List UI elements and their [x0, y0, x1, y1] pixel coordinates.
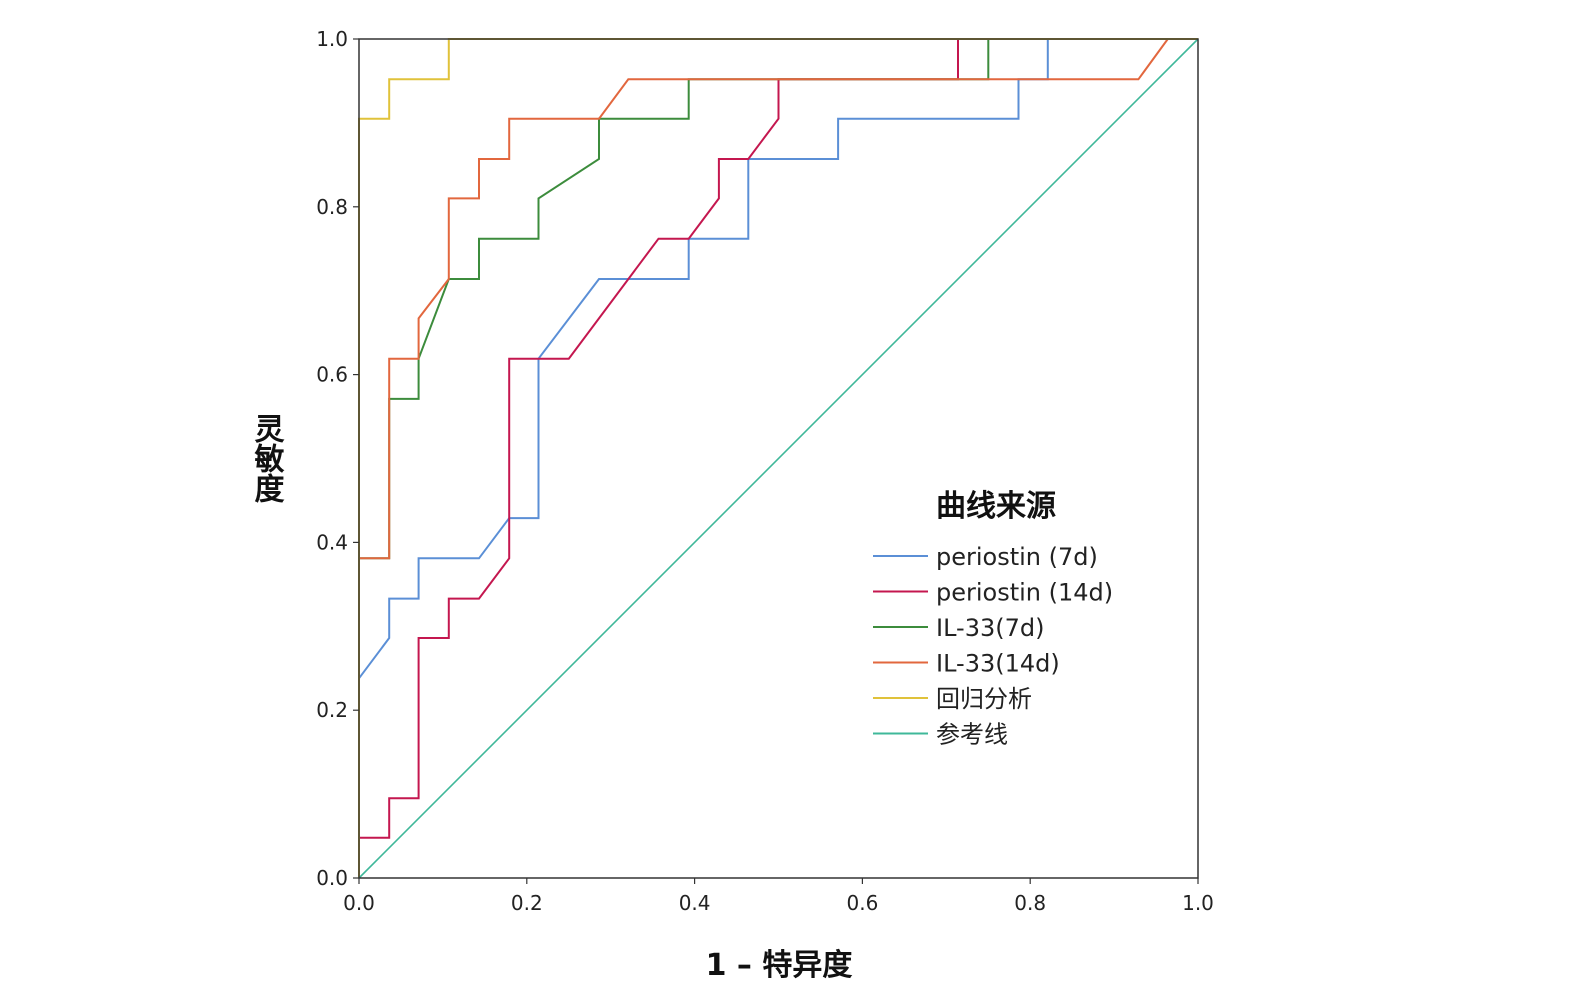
legend-label-1: periostin (7d) — [936, 543, 1098, 571]
x-tick-label: 1.0 — [1182, 891, 1214, 915]
y-tick-label: 0.0 — [316, 866, 348, 890]
series-line-6 — [358, 38, 1199, 879]
legend-label-5: 回归分析 — [936, 685, 1032, 713]
x-tick-label: 0.4 — [679, 891, 711, 915]
legend-label-4: IL-33(14d) — [936, 650, 1060, 678]
y-tick-label: 0.4 — [316, 530, 348, 554]
legend-label-2: periostin (14d) — [936, 579, 1113, 607]
y-tick-label: 1.0 — [316, 27, 348, 51]
x-tick-label: 0.6 — [846, 891, 878, 915]
series-line-1 — [358, 38, 1198, 679]
y-axis-title: 灵敏度 — [249, 413, 285, 504]
series-line-4 — [358, 38, 1198, 878]
series-layer — [358, 38, 1199, 879]
legend-label-6: 参考线 — [936, 721, 1008, 749]
legend: periostin (7d) periostin (14d) IL-33(7d) IL… — [873, 543, 1113, 749]
x-tick-label: 0.2 — [511, 891, 543, 915]
ticks-layer: 0.00.0 0.2 0.2 0.4 0.4 0.6 0.6 0.8 0.8 1.0 1.0 — [316, 27, 1214, 915]
legend-label-3: IL-33(7d) — [936, 614, 1044, 642]
x-tick-label: 0.0 — [343, 891, 375, 915]
y-tick-label: 0.2 — [316, 698, 348, 722]
series-line-2 — [358, 38, 1198, 878]
y-tick-label: 0.8 — [316, 195, 348, 219]
legend-title: 曲线来源 — [936, 489, 1056, 524]
x-tick-label: 0.8 — [1014, 891, 1046, 915]
y-tick-label: 0.6 — [316, 363, 348, 387]
x-axis-title: 1 – 特异度 — [706, 948, 853, 983]
plot-frame — [358, 38, 1199, 879]
